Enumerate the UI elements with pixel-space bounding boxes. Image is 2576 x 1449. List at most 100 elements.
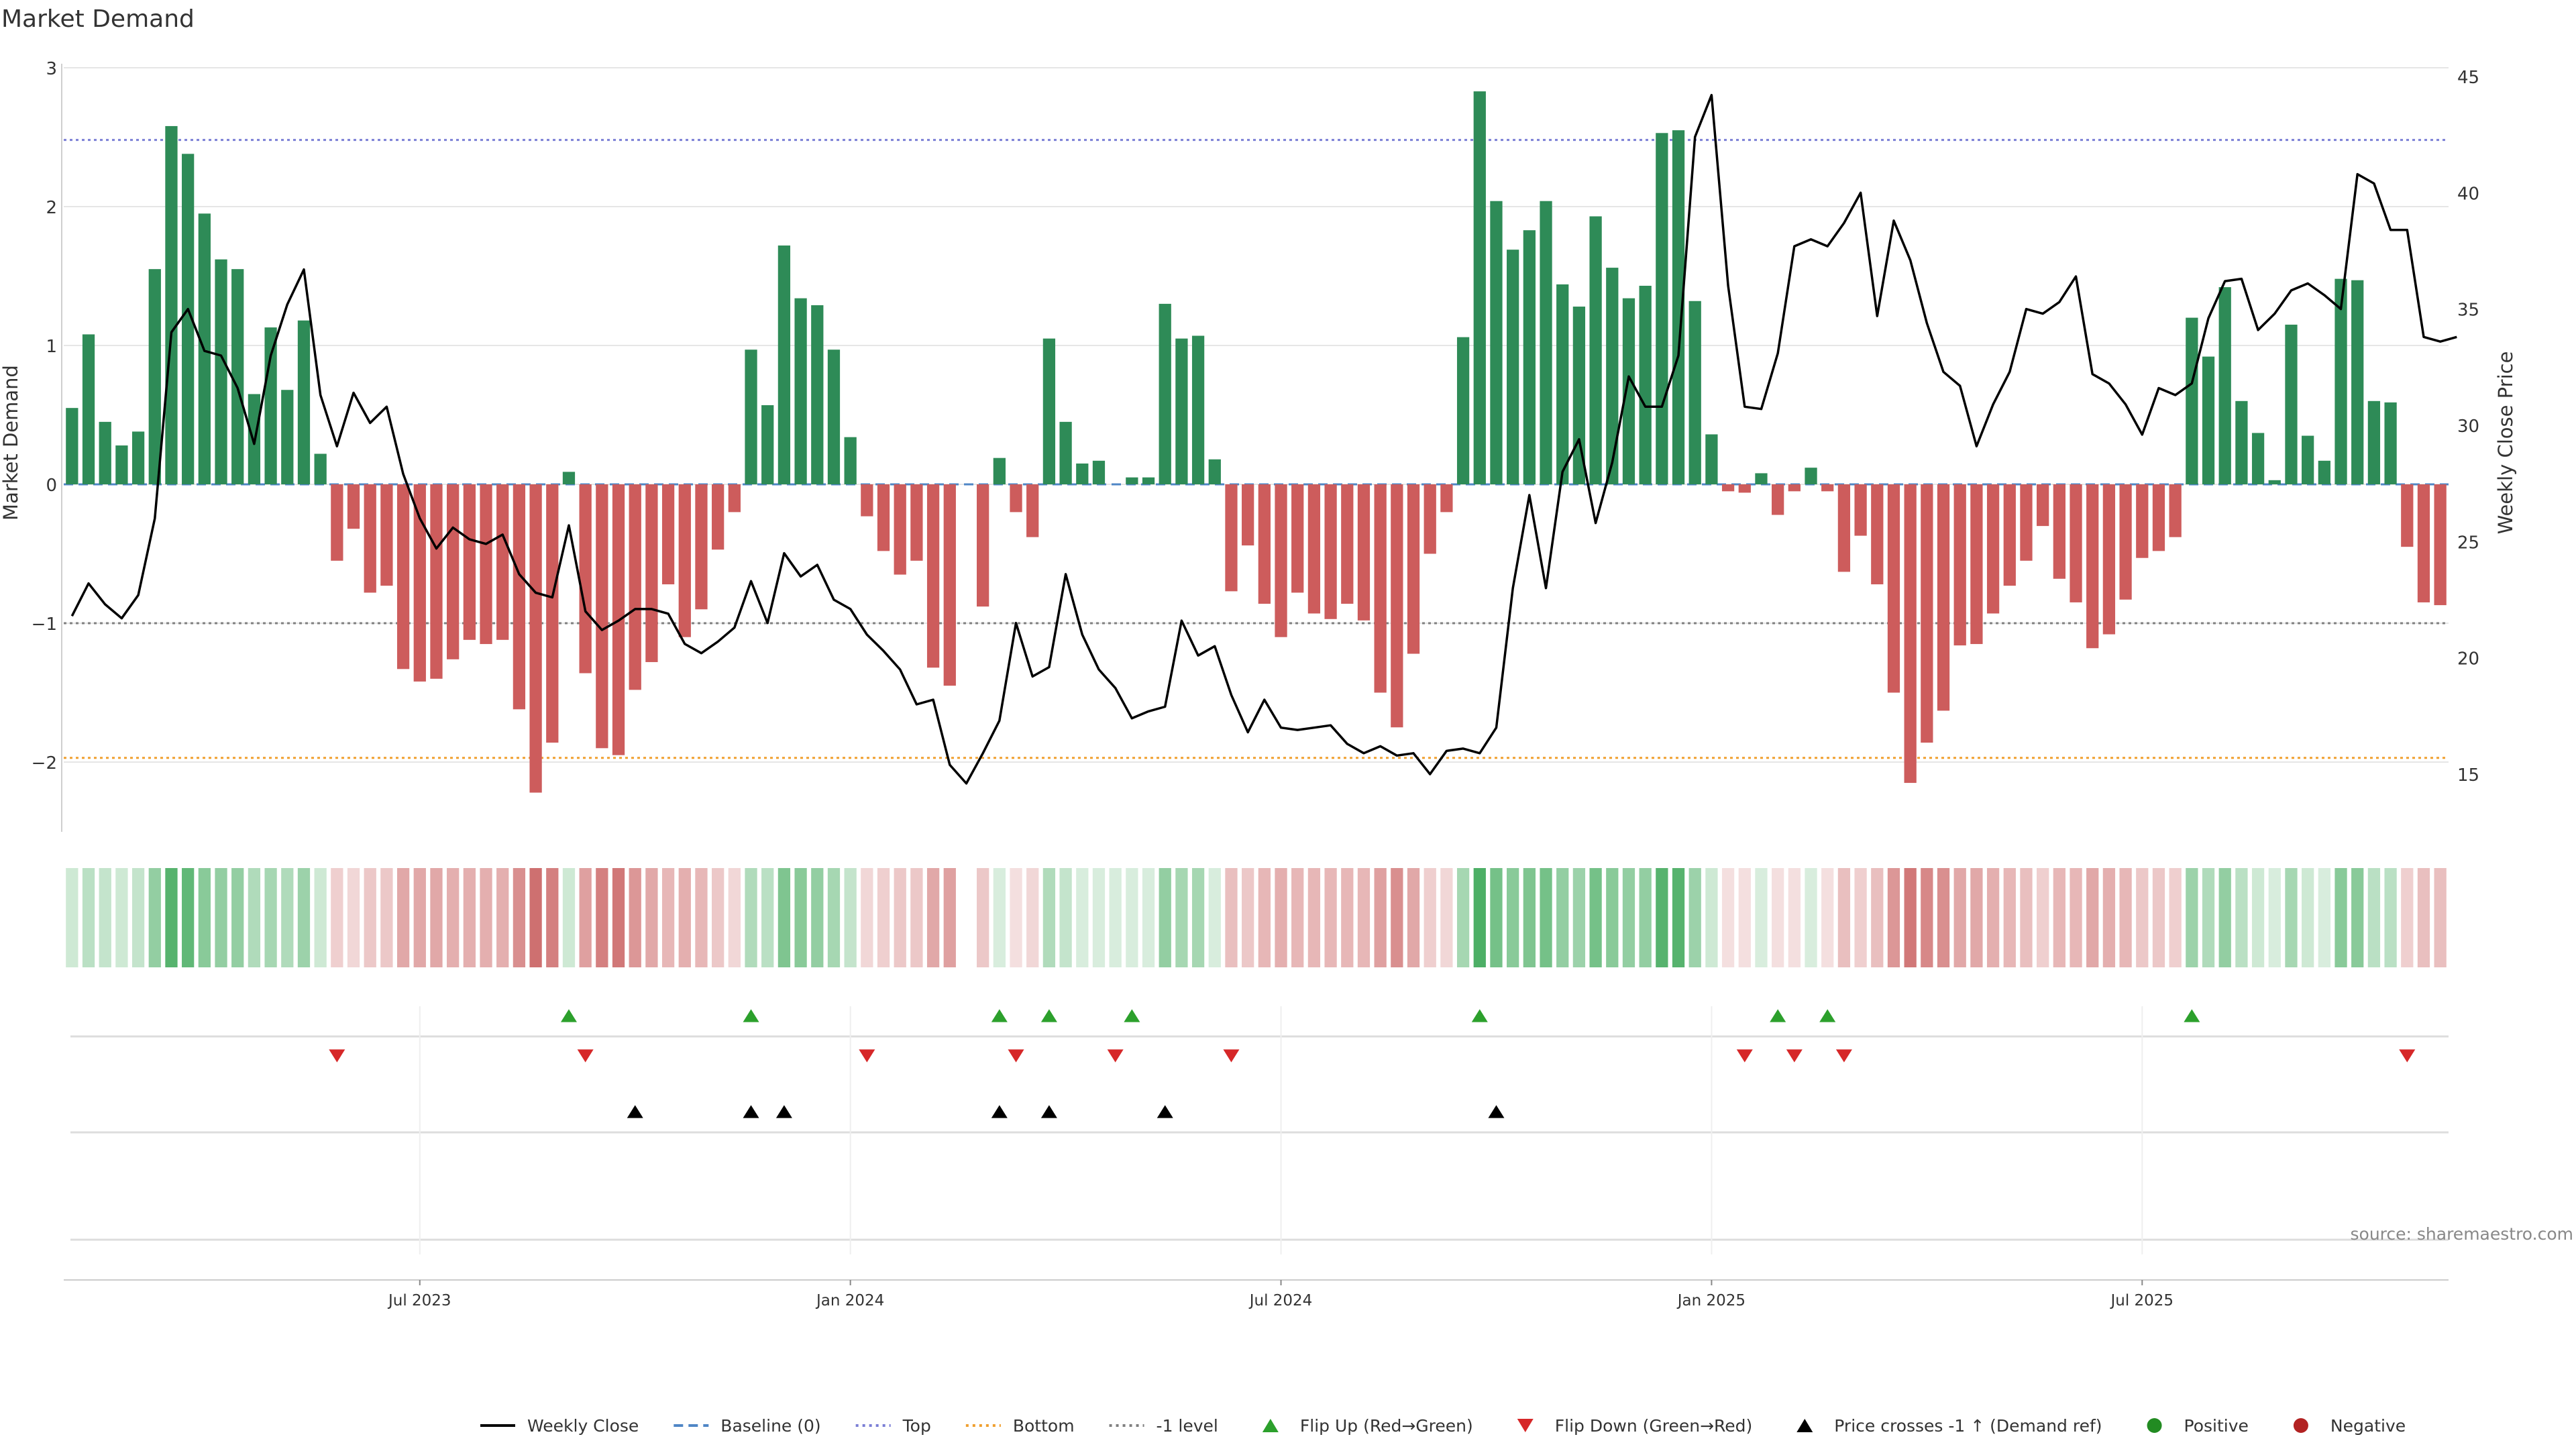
demand-strip-cell bbox=[2102, 868, 2116, 967]
demand-bar bbox=[761, 405, 774, 484]
demand-strip-cell bbox=[1755, 868, 1768, 967]
demand-strip-cell bbox=[1887, 868, 1900, 967]
legend-swatch-circle bbox=[2293, 1418, 2308, 1433]
demand-strip-cell bbox=[1986, 868, 2000, 967]
y-right-tick-label: 20 bbox=[2457, 649, 2479, 669]
demand-bar bbox=[827, 350, 841, 484]
demand-bar bbox=[513, 484, 526, 710]
flip-down-marker bbox=[577, 1049, 594, 1063]
demand-strip-cell bbox=[645, 868, 658, 967]
demand-bar bbox=[463, 484, 476, 640]
demand-strip-cell bbox=[2235, 868, 2248, 967]
demand-strip-cell bbox=[1904, 868, 1917, 967]
demand-strip-cell bbox=[2003, 868, 2016, 967]
demand-bar bbox=[1970, 484, 1983, 645]
demand-strip-cell bbox=[215, 868, 227, 967]
demand-strip-cell bbox=[1258, 868, 1271, 967]
flip-down-marker bbox=[1223, 1049, 1240, 1063]
demand-bar bbox=[1473, 91, 1486, 484]
demand-bar bbox=[364, 484, 376, 593]
legend-label: Price crosses -1 ↑ (Demand ref) bbox=[1834, 1416, 2102, 1436]
demand-strip-cell bbox=[894, 868, 906, 967]
demand-bar bbox=[1159, 303, 1171, 484]
demand-bar bbox=[297, 320, 311, 484]
demand-strip-cell bbox=[1921, 868, 1933, 967]
demand-strip-cell bbox=[1705, 868, 1718, 967]
demand-strip-cell bbox=[1507, 868, 1519, 967]
demand-strip-cell bbox=[264, 868, 277, 967]
demand-bar bbox=[1639, 285, 1652, 484]
demand-bar bbox=[546, 484, 559, 743]
demand-bar bbox=[1456, 337, 1470, 484]
demand-strip-cell bbox=[447, 868, 460, 967]
demand-bar bbox=[1076, 463, 1089, 484]
price-cross-marker bbox=[627, 1105, 643, 1118]
demand-bar bbox=[1341, 484, 1354, 604]
demand-strip-cell bbox=[2401, 868, 2414, 967]
demand-strip-cell bbox=[910, 868, 923, 967]
demand-bar bbox=[1921, 484, 1933, 743]
demand-strip-cell bbox=[1490, 868, 1503, 967]
event-markers bbox=[70, 1006, 2449, 1254]
demand-bar bbox=[1821, 484, 1834, 492]
demand-strip-cell bbox=[1424, 868, 1436, 967]
demand-strip-cell bbox=[2152, 868, 2165, 967]
demand-strip-cell bbox=[480, 868, 492, 967]
demand-bar bbox=[331, 484, 343, 561]
demand-bar bbox=[1871, 484, 1884, 585]
price-cross-marker bbox=[991, 1105, 1008, 1118]
demand-bar bbox=[695, 484, 708, 610]
demand-bar bbox=[2318, 460, 2330, 484]
demand-strip-cell bbox=[1953, 868, 1966, 967]
demand-strip-cell bbox=[2037, 868, 2049, 967]
demand-bar bbox=[1126, 477, 1138, 484]
demand-strip-cell bbox=[1788, 868, 1801, 967]
demand-strip-cell bbox=[1937, 868, 1950, 967]
demand-strip-cell bbox=[1010, 868, 1022, 967]
demand-strip-cell bbox=[115, 868, 128, 967]
demand-bar bbox=[1887, 484, 1900, 693]
demand-strip-cell bbox=[1159, 868, 1171, 967]
flip-up-marker bbox=[1471, 1009, 1488, 1022]
demand-strip-cell bbox=[827, 868, 841, 967]
y-left-tick-label: −2 bbox=[32, 753, 57, 773]
demand-bar bbox=[1175, 338, 1188, 484]
demand-strip-cell bbox=[1837, 868, 1851, 967]
demand-bar bbox=[99, 421, 111, 484]
demand-bar bbox=[1258, 484, 1271, 604]
demand-bar bbox=[496, 484, 509, 640]
demand-bar bbox=[2053, 484, 2065, 579]
demand-bar bbox=[2202, 356, 2215, 484]
price-cross-marker bbox=[775, 1105, 792, 1118]
demand-bar bbox=[231, 269, 244, 484]
demand-strip-cell bbox=[99, 868, 111, 967]
demand-strip-cell bbox=[430, 868, 443, 967]
demand-bar bbox=[2367, 400, 2381, 484]
demand-bar bbox=[131, 431, 145, 484]
flip-up-marker bbox=[1124, 1009, 1140, 1022]
demand-bar bbox=[1937, 484, 1950, 711]
demand-bar bbox=[1705, 434, 1718, 484]
demand-strip-cell bbox=[1126, 868, 1138, 967]
demand-strip-cell bbox=[1589, 868, 1602, 967]
demand-bar bbox=[115, 445, 128, 484]
demand-strip-cell bbox=[861, 868, 873, 967]
demand-bar bbox=[1589, 216, 1602, 484]
x-tick-label: Jul 2025 bbox=[2109, 1292, 2174, 1309]
demand-strip-cell bbox=[347, 868, 360, 967]
demand-strip-cell bbox=[413, 868, 426, 967]
demand-strip-cell bbox=[1191, 868, 1205, 967]
demand-bar bbox=[1507, 250, 1519, 484]
demand-bar bbox=[2119, 484, 2132, 600]
demand-bar bbox=[2070, 484, 2082, 602]
demand-strip-cell bbox=[2434, 868, 2447, 967]
demand-bar bbox=[2401, 484, 2414, 547]
demand-strip-cell bbox=[2169, 868, 2182, 967]
demand-strip-cell bbox=[1738, 868, 1751, 967]
legend-swatch-triangle-up bbox=[1262, 1419, 1279, 1432]
demand-bar bbox=[1572, 307, 1586, 484]
demand-bar bbox=[562, 472, 576, 484]
y-right-tick-label: 45 bbox=[2457, 68, 2479, 88]
gridlines bbox=[64, 67, 2449, 763]
demand-bar bbox=[165, 125, 178, 484]
